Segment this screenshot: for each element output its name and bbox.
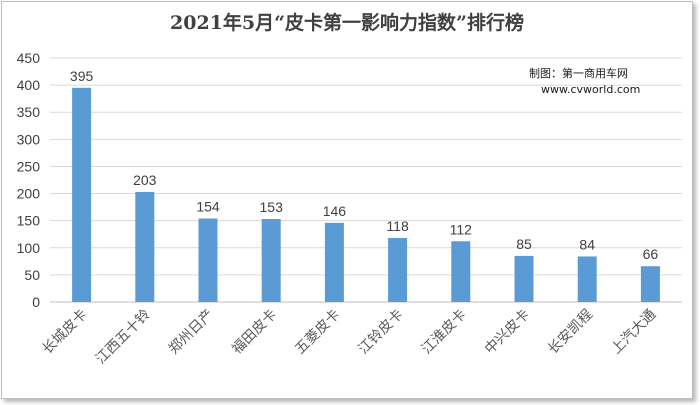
bar — [324, 222, 344, 302]
bar — [640, 266, 660, 302]
x-tick-label: 郑州日产 — [166, 307, 217, 358]
data-label: 203 — [133, 172, 157, 188]
y-tick-label: 400 — [17, 77, 41, 93]
data-label: 153 — [260, 199, 284, 215]
bar — [135, 191, 155, 302]
data-label: 146 — [323, 203, 347, 219]
data-label: 66 — [643, 246, 659, 262]
bars — [72, 87, 660, 302]
x-tick-label: 上汽大通 — [608, 307, 659, 358]
x-tick-label: 福田皮卡 — [229, 307, 280, 358]
y-tick-label: 50 — [24, 267, 40, 283]
y-tick-label: 250 — [17, 158, 41, 174]
source-url: www.cvworld.com — [541, 83, 640, 96]
bar — [577, 256, 597, 302]
x-tick-label: 长城皮卡 — [40, 307, 91, 358]
data-label: 112 — [450, 221, 473, 237]
y-tick-label: 150 — [17, 213, 41, 229]
data-label: 85 — [516, 236, 532, 252]
bar — [72, 87, 92, 302]
bar — [388, 238, 408, 302]
x-tick-label: 中兴皮卡 — [482, 307, 533, 358]
y-tick-label: 450 — [17, 50, 41, 66]
bar — [198, 218, 218, 302]
y-tick-label: 0 — [32, 294, 40, 310]
bar — [514, 255, 534, 302]
source-credit: 制图：第一商用车网 — [529, 66, 628, 80]
x-tick-label: 江西五十铃 — [93, 307, 154, 368]
x-tick-label: 江淮皮卡 — [419, 307, 470, 358]
y-tick-label: 200 — [17, 186, 41, 202]
grid-lines — [50, 57, 682, 303]
x-axis-categories: 长城皮卡 江西五十铃 郑州日产 福田皮卡 五菱皮卡 江铃皮卡 江淮皮卡 中兴皮卡 长安凯程 上汽大… — [40, 307, 660, 368]
bar-chart: 2021年5月“皮卡第一影响力指数”排行榜 0 50 100 150 200 250 300… — [17, 11, 682, 368]
y-tick-label: 350 — [17, 104, 41, 120]
y-tick-label: 100 — [17, 240, 41, 256]
bar — [451, 241, 471, 302]
data-label: 395 — [70, 68, 94, 84]
data-label: 154 — [196, 198, 220, 214]
chart-title: 2021年5月“皮卡第一影响力指数”排行榜 — [170, 11, 524, 34]
data-label: 84 — [579, 236, 595, 252]
x-tick-label: 长安凯程 — [545, 307, 596, 358]
x-tick-label: 五菱皮卡 — [292, 307, 343, 358]
y-axis-ticks: 0 50 100 150 200 250 300 350 400 450 — [17, 50, 41, 310]
chart-frame: 2021年5月“皮卡第一影响力指数”排行榜 0 50 100 150 200 250 300… — [1, 1, 693, 399]
y-tick-label: 300 — [17, 131, 41, 147]
data-labels: 395 203 154 153 146 118 112 85 84 66 — [70, 68, 658, 262]
x-tick-label: 江铃皮卡 — [356, 307, 407, 358]
bar — [261, 219, 281, 302]
data-label: 118 — [386, 218, 409, 234]
